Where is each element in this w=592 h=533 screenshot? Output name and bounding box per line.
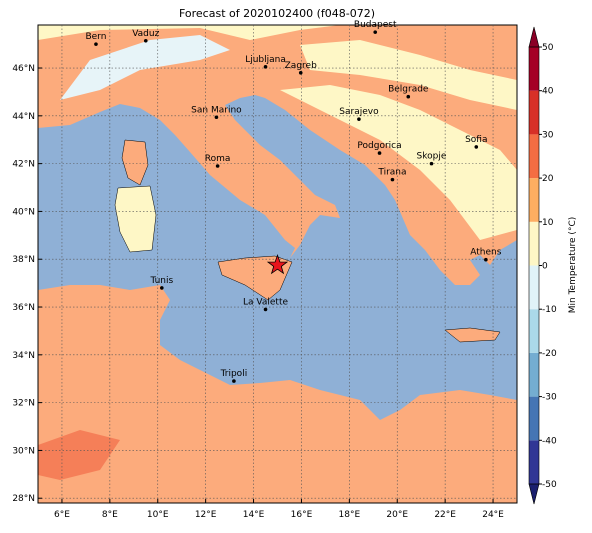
city-dot (406, 94, 411, 99)
city-dot (298, 71, 303, 75)
colorbar-under (528, 483, 540, 505)
colorbar-bin (529, 352, 539, 397)
terrain-patch (38, 25, 340, 40)
y-tick-label: 36°N (12, 303, 35, 313)
y-tick-label: 30°N (12, 446, 35, 456)
city-dot (484, 257, 488, 262)
city-dot (429, 161, 434, 166)
city-label: San Marino (191, 105, 242, 115)
island (121, 139, 149, 186)
y-tick-label: 32°N (12, 399, 35, 409)
city-label: Bern (85, 32, 106, 42)
city-dot (263, 65, 268, 69)
y-tick-label: 40°N (12, 207, 35, 217)
colorbar-tick-label: 20 (542, 174, 554, 184)
colorbar-tick-label: 10 (542, 218, 554, 228)
city-label: Podgorica (357, 141, 401, 151)
city-label: Roma (205, 154, 231, 164)
y-tick-label: 42°N (12, 160, 35, 170)
colorbar-bin (529, 134, 539, 179)
title: Forecast of 2020102400 (f048-072) (179, 7, 375, 20)
city-label: Sofia (465, 135, 487, 145)
x-tick-label: 12°E (195, 510, 217, 520)
city-dot (143, 38, 148, 43)
city-label: Ljubljana (245, 55, 286, 65)
x-tick-label: 24°E (482, 510, 504, 520)
x-tick-label: 22°E (434, 510, 456, 520)
city-dot (373, 30, 378, 34)
colorbar-tick-label: 40 (542, 87, 554, 97)
colorbar-bin (529, 440, 539, 484)
x-tick-label: 8°E (102, 510, 118, 520)
city-dot (214, 115, 219, 120)
x-tick-label: 16°E (291, 510, 313, 520)
island (58, 318, 78, 328)
city-label: Sarajevo (339, 107, 379, 117)
colorbar-bin (529, 178, 539, 222)
city-label: Zagreb (285, 61, 317, 71)
colorbar-tick-label: -20 (542, 349, 557, 359)
colorbar-tick-label: -30 (542, 393, 557, 403)
colorbar-bin (529, 47, 539, 91)
map-frame (37, 24, 518, 504)
x-tick-label: 20°E (386, 510, 408, 520)
colorbar-bin (529, 90, 539, 135)
city-dot (232, 379, 236, 383)
y-tick-label: 28°N (12, 494, 35, 504)
city-label: Tirana (377, 168, 406, 178)
y-tick-label: 44°N (12, 112, 35, 122)
island (444, 327, 501, 343)
y-tick-label: 46°N (12, 64, 35, 74)
city-dot (94, 42, 98, 46)
city-label: La Valette (243, 297, 288, 307)
city-dot (215, 164, 220, 168)
city-dot (377, 151, 382, 155)
city-dot (263, 307, 268, 312)
city-label: Tunis (149, 276, 173, 286)
colorbar-tick-label: 0 (542, 262, 548, 272)
terrain-patch (60, 35, 230, 100)
terrain-patch (300, 40, 517, 110)
x-tick-label: 6°E (54, 510, 70, 520)
city-dot (357, 117, 361, 121)
colorbar-bin (529, 221, 539, 266)
city-label: Tripoli (220, 369, 248, 379)
city-label: Belgrade (388, 85, 429, 95)
event-marker (266, 253, 289, 275)
x-tick-label: 14°E (243, 510, 265, 520)
x-tick-label: 10°E (147, 510, 169, 520)
colorbar-tick-label: -50 (542, 480, 557, 490)
colorbar-bin (529, 309, 539, 353)
y-tick-label: 34°N (12, 351, 35, 361)
city-label: Vaduz (132, 29, 159, 39)
colorbar-tick-label: -40 (542, 436, 557, 446)
city-label: Skopje (417, 152, 447, 162)
city-label: Athens (470, 248, 501, 258)
city-label: Budapest (354, 20, 397, 30)
colorbar-label: Min Temperature (°C) (568, 217, 578, 314)
city-dot (474, 145, 479, 149)
city-dot (390, 177, 395, 182)
y-tick-label: 38°N (12, 255, 35, 265)
colorbar-tick-label: 50 (542, 43, 554, 53)
colorbar-tick-label: -10 (542, 305, 557, 315)
city-dot (160, 286, 164, 290)
colorbar-tick-label: 30 (542, 130, 554, 140)
terrain-patch (38, 430, 120, 480)
terrain-patch (280, 85, 517, 240)
colorbar-bin (529, 396, 539, 441)
colorbar-over (528, 26, 540, 48)
island (114, 185, 157, 253)
colorbar-bin (529, 265, 539, 310)
x-tick-label: 18°E (339, 510, 361, 520)
